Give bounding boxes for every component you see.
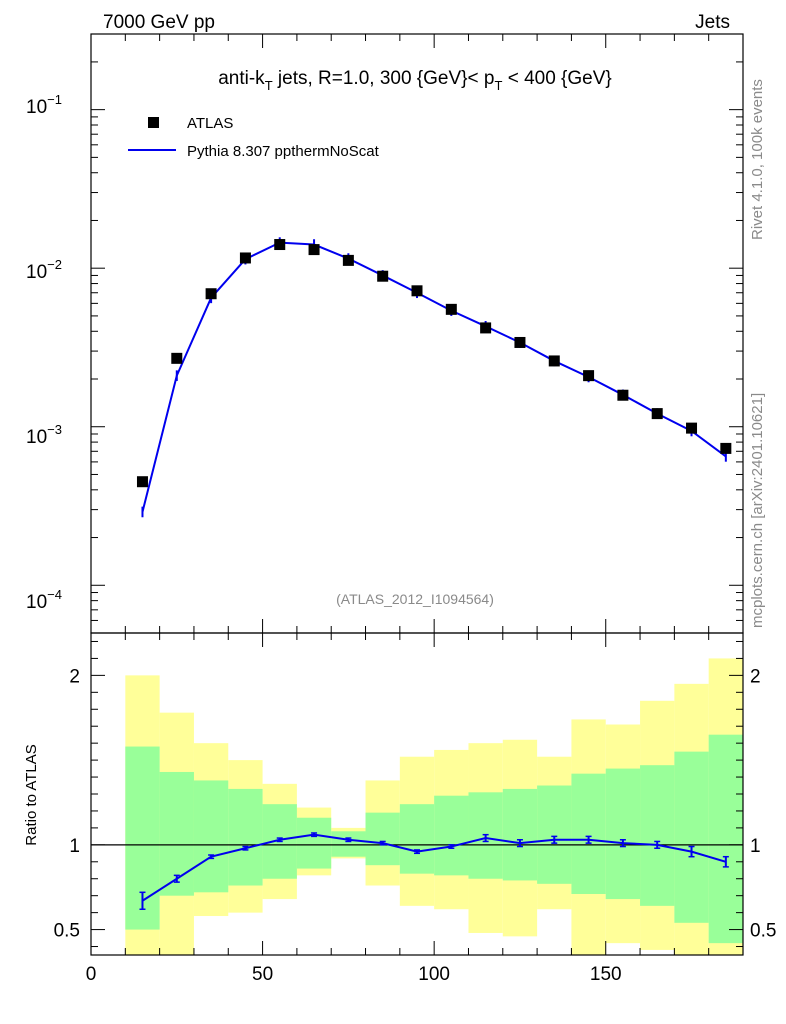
atlas-data-point <box>514 336 526 348</box>
atlas-data-point <box>136 476 148 488</box>
ratio-band-inner-bin <box>399 804 435 874</box>
ratio-y-label: Ratio to ATLAS <box>23 744 40 845</box>
atlas-data-point <box>686 422 698 434</box>
legend-atlas-label: ATLAS <box>187 115 233 132</box>
atlas-data-point <box>548 355 560 367</box>
atlas-data-point <box>171 352 183 364</box>
ratio-y-tick-label-right: 0.5 <box>750 921 776 942</box>
header-left: 7000 GeV pp <box>103 12 215 33</box>
atlas-data-point <box>480 322 492 334</box>
mcplots-label: mcplots.cern.ch [arXiv:2401.10621] <box>749 393 766 628</box>
atlas-data-point <box>205 288 217 300</box>
ratio-band-inner-bin <box>228 788 263 886</box>
ratio-band-inner-bin <box>571 773 606 894</box>
ratio-band-inner-bin <box>365 812 400 866</box>
main-panel: anti-kT jets, R=1.0, 300 {GeV}< pT < 400… <box>26 33 744 634</box>
ratio-band-inner-bin <box>674 751 709 923</box>
x-tick-label: 100 <box>418 964 450 985</box>
atlas-data-point <box>342 254 354 266</box>
analysis-label: (ATLAS_2012_I1094564) <box>336 591 494 607</box>
atlas-data-point <box>445 303 457 315</box>
ratio-y-tick-label: 2 <box>69 666 80 687</box>
ratio-panel: Ratio to ATLAS 0 50 100 150 0.5 0.5 1 1 2 2 <box>23 632 776 985</box>
ratio-band-inner-bin <box>434 795 469 876</box>
mc-line <box>141 241 727 513</box>
atlas-data-point <box>583 370 595 382</box>
atlas-data-point <box>377 270 389 282</box>
atlas-data-point <box>239 252 251 264</box>
atlas-data-point <box>411 285 423 297</box>
ratio-band-inner-bin <box>193 780 229 893</box>
ratio-band-inner-bin <box>537 785 572 884</box>
ratio-band-inner-bin <box>605 768 641 900</box>
atlas-data-point <box>617 389 629 401</box>
legend-mc-label: Pythia 8.307 ppthermNoScat <box>187 143 380 160</box>
ratio-y-tick-label: 1 <box>69 836 80 857</box>
x-tick-label: 150 <box>590 964 622 985</box>
y-tick-label-1e-1: 10−1 <box>26 92 62 118</box>
atlas-data-point <box>274 239 286 251</box>
atlas-data-point <box>308 244 320 256</box>
y-tick-label-1e-4: 10−4 <box>26 587 62 613</box>
ratio-band-inner-bin <box>708 734 743 944</box>
x-tick-label: 50 <box>252 964 273 985</box>
ratio-y-tick-label-right: 1 <box>750 836 761 857</box>
ratio-mc-line <box>141 833 727 902</box>
ratio-y-tick-label: 0.5 <box>54 921 80 942</box>
atlas-data-point <box>720 442 732 454</box>
main-y-tick-labels: 10−1 10−2 10−3 10−4 <box>26 92 62 613</box>
y-tick-label-1e-2: 10−2 <box>26 257 62 283</box>
atlas-data-point <box>651 408 663 420</box>
ratio-band-inner-bin <box>331 831 366 857</box>
rivet-label: Rivet 4.1.0, 100k events <box>749 79 766 240</box>
x-tick-label: 0 <box>86 964 97 985</box>
ratio-y-tick-label-right: 2 <box>750 666 761 687</box>
header-right: Jets <box>695 12 730 33</box>
ratio-band-inner-bin <box>296 817 332 869</box>
y-tick-label-1e-3: 10−3 <box>26 422 62 448</box>
legend-atlas-marker <box>148 117 159 128</box>
main-title: anti-kT jets, R=1.0, 300 {GeV}< pT < 400… <box>218 68 612 93</box>
legend: ATLAS Pythia 8.307 ppthermNoScat <box>128 115 380 160</box>
ratio-band-inner-bin <box>502 788 538 881</box>
ratio-band-inner-bin <box>640 765 675 906</box>
